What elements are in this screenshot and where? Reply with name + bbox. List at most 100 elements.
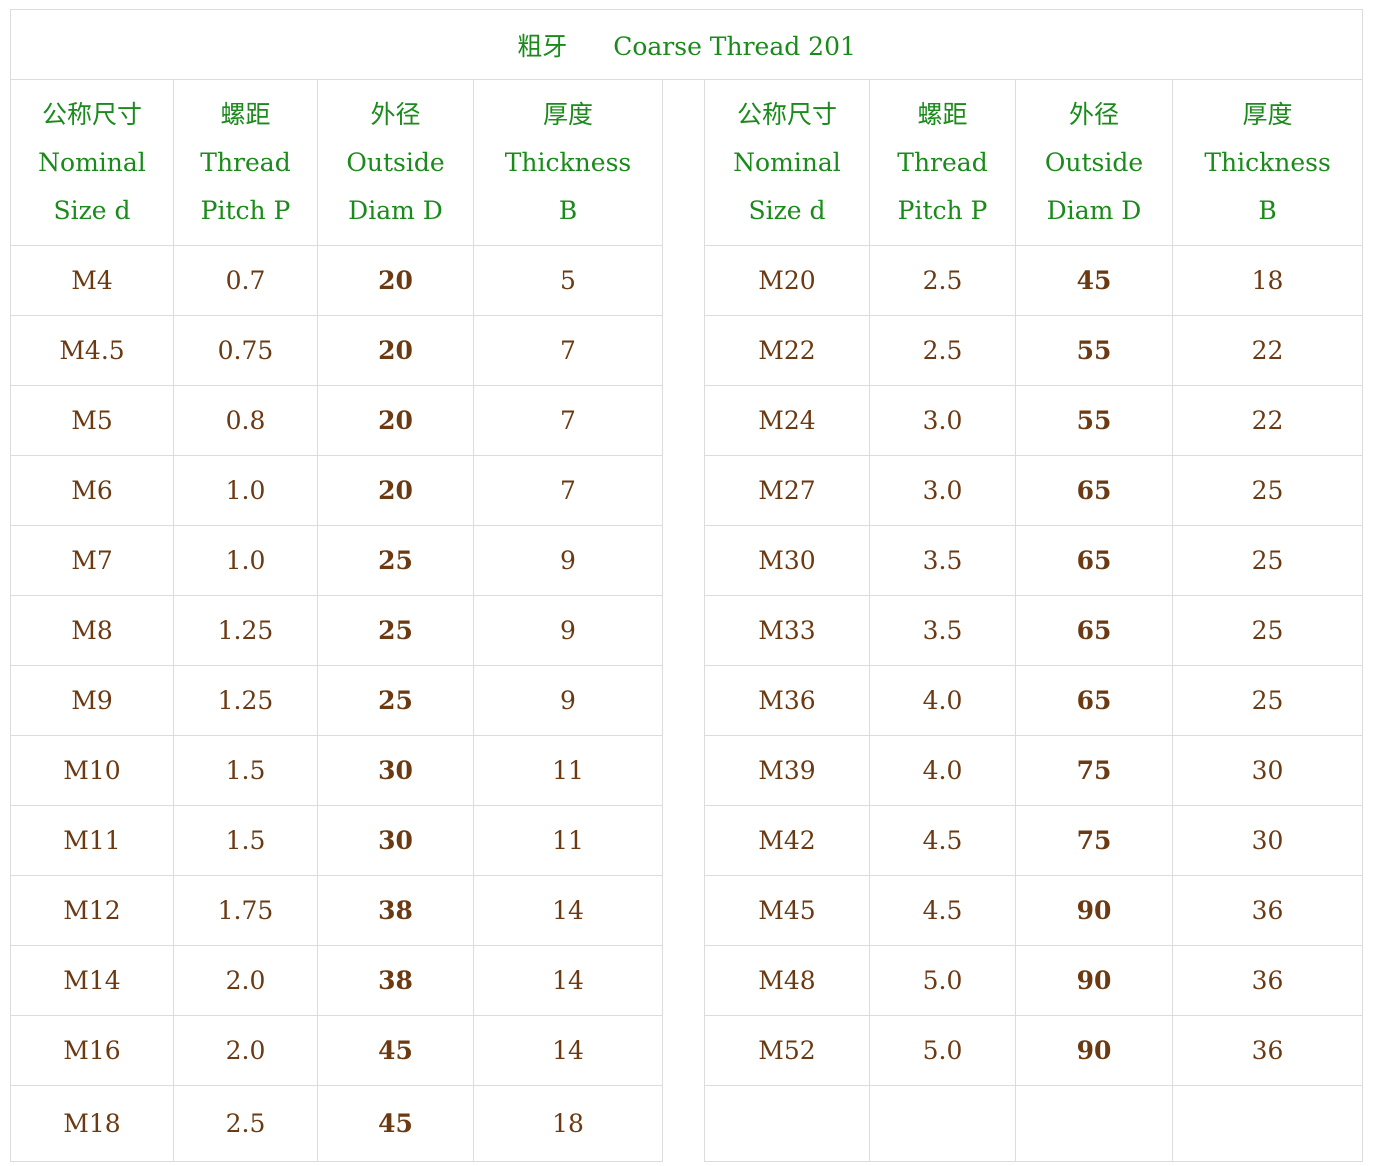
right-outside-diam-cell: 90	[1015, 875, 1173, 946]
left-outside-diam-cell: 25	[317, 525, 474, 596]
left-outside-diam-cell: 20	[317, 245, 474, 316]
right-size-cell	[704, 1085, 870, 1162]
left-pitch-cell: 1.5	[173, 805, 318, 876]
right-size-cell: M48	[704, 945, 870, 1016]
right-size-cell: M33	[704, 595, 870, 666]
right-pitch-cell: 3.5	[869, 595, 1016, 666]
left-outside-diam-cell: 25	[317, 595, 474, 666]
left-pitch-cell: 1.75	[173, 875, 318, 946]
right-outside-diam-cell: 75	[1015, 735, 1173, 806]
left-thickness-cell: 9	[473, 525, 663, 596]
table-title-row: 粗牙 Coarse Thread 201	[9, 9, 1364, 80]
left-thickness-cell: 11	[473, 735, 663, 806]
left-outside-diam-cell: 38	[317, 945, 474, 1016]
right-thickness-cell: 25	[1171, 595, 1364, 666]
table-row: M5 0.8 20 7 M24 3.0 55 22	[10, 385, 1364, 456]
left-thickness-cell: 9	[473, 595, 663, 666]
header-left-outside-diam: 外径 Outside Diam D	[317, 79, 474, 246]
right-thickness-cell: 30	[1171, 735, 1364, 806]
left-size-cell: M11	[10, 805, 174, 876]
header-row: 公称尺寸 Nominal Size d 螺距 Thread Pitch P 外径 Outsid…	[10, 79, 1364, 1162]
header-thread-pitch-cn: 螺距	[917, 99, 968, 129]
left-pitch-cell: 1.25	[173, 665, 318, 736]
header-left-thread-pitch: 螺距 Thread Pitch P	[173, 79, 318, 246]
left-pitch-cell: 1.5	[173, 735, 318, 806]
right-thickness-cell: 36	[1171, 945, 1364, 1016]
left-thickness-cell: 7	[473, 315, 663, 386]
right-pitch-cell: 4.0	[869, 735, 1016, 806]
table-row: M6 1.0 20 7 M27 3.0 65 25	[10, 455, 1364, 526]
title-en: Coarse Thread 201	[613, 31, 856, 61]
left-outside-diam-cell: 45	[317, 1015, 474, 1086]
right-pitch-cell: 4.5	[869, 805, 1016, 876]
right-size-cell: M52	[704, 1015, 870, 1086]
right-thickness-cell	[1171, 1085, 1364, 1162]
right-outside-diam-cell: 55	[1015, 315, 1173, 386]
right-pitch-cell: 5.0	[869, 945, 1016, 1016]
right-thickness-cell: 18	[1171, 245, 1364, 316]
right-pitch-cell: 2.5	[869, 315, 1016, 386]
right-pitch-cell	[869, 1085, 1016, 1162]
right-thickness-cell: 25	[1171, 665, 1364, 736]
left-size-cell: M12	[10, 875, 174, 946]
header-thickness-cn: 厚度	[1242, 99, 1293, 129]
left-thickness-cell: 14	[473, 945, 663, 1016]
right-outside-diam-cell: 65	[1015, 455, 1173, 526]
table-row: M8 1.25 25 9 M33 3.5 65 25	[10, 595, 1364, 666]
table-title: 粗牙 Coarse Thread 201	[9, 9, 1364, 80]
left-thickness-cell: 14	[473, 1015, 663, 1086]
header-thread-pitch-cn: 螺距	[220, 99, 271, 129]
left-size-cell: M5	[10, 385, 174, 456]
right-size-cell: M27	[704, 455, 870, 526]
right-pitch-cell: 3.0	[869, 455, 1016, 526]
right-size-cell: M36	[704, 665, 870, 736]
left-pitch-cell: 1.0	[173, 525, 318, 596]
header-right-thread-pitch: 螺距 Thread Pitch P	[869, 79, 1016, 246]
column-gap	[662, 79, 705, 1162]
header-outside-diam-en2: Diam D	[1046, 195, 1142, 225]
left-outside-diam-cell: 30	[317, 735, 474, 806]
header-thickness-en1: Thickness	[504, 147, 632, 177]
left-outside-diam-cell: 20	[317, 455, 474, 526]
right-size-cell: M30	[704, 525, 870, 596]
header-nominal-size-en1: Nominal	[733, 147, 841, 177]
right-outside-diam-cell: 65	[1015, 525, 1173, 596]
left-size-cell: M18	[10, 1085, 174, 1162]
header-outside-diam-cn: 外径	[1068, 99, 1119, 129]
header-thickness-en2: B	[558, 195, 578, 225]
table-row: M12 1.75 38 14 M45 4.5 90 36	[10, 875, 1364, 946]
left-size-cell: M8	[10, 595, 174, 666]
header-nominal-size-cn: 公称尺寸	[41, 99, 142, 129]
right-outside-diam-cell	[1015, 1085, 1173, 1162]
header-nominal-size-cn: 公称尺寸	[736, 99, 837, 129]
table-row: M14 2.0 38 14 M48 5.0 90 36	[10, 945, 1364, 1016]
right-outside-diam-cell: 45	[1015, 245, 1173, 316]
header-right-outside-diam: 外径 Outside Diam D	[1015, 79, 1173, 246]
header-thickness-en2: B	[1258, 195, 1277, 225]
left-pitch-cell: 0.7	[173, 245, 318, 316]
table-row: M18 2.5 45 18	[10, 1085, 1364, 1162]
left-pitch-cell: 2.0	[173, 945, 318, 1016]
right-thickness-cell: 25	[1171, 455, 1364, 526]
right-pitch-cell: 4.0	[869, 665, 1016, 736]
header-thread-pitch-en2: Pitch P	[200, 195, 291, 225]
table-row: M4.5 0.75 20 7 M22 2.5 55 22	[10, 315, 1364, 386]
header-nominal-size-en2: Size d	[53, 195, 131, 225]
left-thickness-cell: 9	[473, 665, 663, 736]
header-outside-diam-en1: Outside	[1044, 147, 1144, 177]
right-thickness-cell: 36	[1171, 1015, 1364, 1086]
left-pitch-cell: 2.5	[173, 1085, 318, 1162]
left-thickness-cell: 18	[473, 1085, 663, 1162]
header-left-nominal-size: 公称尺寸 Nominal Size d	[10, 79, 174, 246]
header-nominal-size-en2: Size d	[748, 195, 826, 225]
left-thickness-cell: 14	[473, 875, 663, 946]
header-right-nominal-size: 公称尺寸 Nominal Size d	[704, 79, 870, 246]
header-outside-diam-cn: 外径	[370, 99, 421, 129]
left-pitch-cell: 0.8	[173, 385, 318, 456]
left-thickness-cell: 5	[473, 245, 663, 316]
left-thickness-cell: 7	[473, 455, 663, 526]
right-outside-diam-cell: 75	[1015, 805, 1173, 876]
left-pitch-cell: 1.0	[173, 455, 318, 526]
right-thickness-cell: 22	[1171, 315, 1364, 386]
table-row: M16 2.0 45 14 M52 5.0 90 36	[10, 1015, 1364, 1086]
